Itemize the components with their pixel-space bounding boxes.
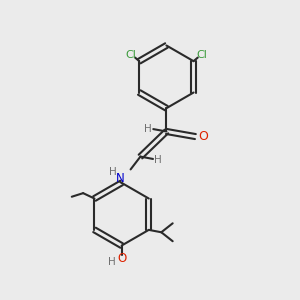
Text: O: O [198, 130, 208, 143]
Text: H: H [108, 257, 116, 267]
Text: H: H [154, 154, 162, 165]
Text: H: H [144, 124, 152, 134]
Text: O: O [118, 252, 127, 265]
Text: Cl: Cl [125, 50, 136, 60]
Text: Cl: Cl [196, 50, 207, 60]
Text: N: N [116, 172, 124, 185]
Text: H: H [109, 167, 116, 177]
